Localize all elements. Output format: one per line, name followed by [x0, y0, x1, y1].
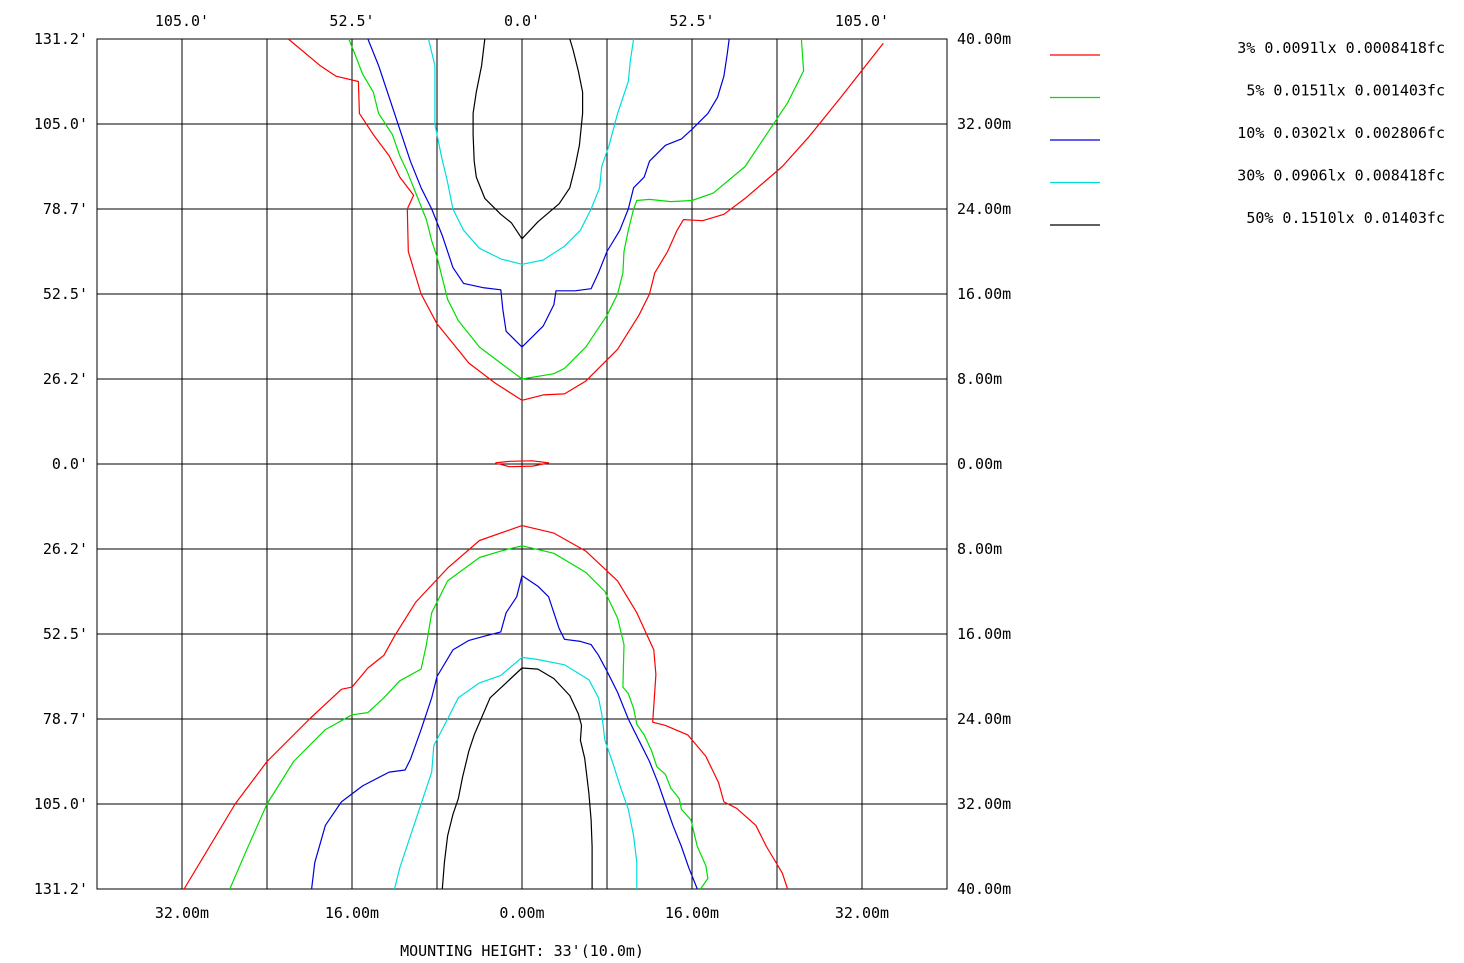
left-tick-label: 105.0' [34, 795, 88, 813]
contour-line-5 [441, 667, 593, 890]
right-tick-label: 16.00m [957, 625, 1011, 643]
left-tick-label: 131.2' [34, 30, 88, 48]
mounting-height-caption: MOUNTING HEIGHT: 33'(10.0m) [400, 942, 644, 960]
bottom-tick-label: 16.00m [665, 904, 719, 922]
right-tick-label: 0.00m [957, 455, 1002, 473]
contour-line-5 [472, 38, 584, 240]
right-tick-label: 8.00m [957, 540, 1002, 558]
top-tick-label: 52.5' [669, 12, 714, 30]
contour-line-4 [427, 38, 635, 265]
left-tick-label: 78.7' [43, 200, 88, 218]
left-tick-label: 26.2' [43, 540, 88, 558]
contour-line-1 [183, 525, 789, 890]
legend-label: 30% 0.0906lx 0.008418fc [1237, 167, 1445, 185]
grid [96, 38, 948, 890]
left-tick-label: 52.5' [43, 625, 88, 643]
left-tick-label: 0.0' [52, 455, 88, 473]
left-tick-label: 26.2' [43, 370, 88, 388]
top-tick-label: 105.0' [155, 12, 209, 30]
contours [183, 38, 884, 890]
axis-labels: 105.0' 52.5' 0.0' 52.5' 105.0' 32.00m 16.00m 0.… [34, 12, 1011, 922]
legend-label: 3% 0.0091lx 0.0008418fc [1237, 39, 1445, 57]
legend-label: 10% 0.0302lx 0.002806fc [1237, 124, 1445, 142]
legend: 3% 0.0091lx 0.0008418fc 5% 0.0151lx 0.001… [1050, 39, 1445, 227]
contour-line-2 [229, 545, 709, 890]
contour-line-1 [495, 460, 550, 468]
legend-label: 5% 0.0151lx 0.001403fc [1246, 82, 1445, 100]
contour-line-4 [393, 656, 638, 890]
legend-label: 50% 0.1510lx 0.01403fc [1246, 209, 1445, 227]
bottom-tick-label: 16.00m [325, 904, 379, 922]
left-tick-label: 52.5' [43, 285, 88, 303]
right-tick-label: 40.00m [957, 30, 1011, 48]
contour-line-1 [287, 38, 884, 401]
right-tick-label: 24.00m [957, 200, 1011, 218]
bottom-tick-label: 32.00m [155, 904, 209, 922]
left-tick-label: 105.0' [34, 115, 88, 133]
left-tick-label: 78.7' [43, 710, 88, 728]
left-tick-label: 131.2' [34, 880, 88, 898]
right-tick-label: 8.00m [957, 370, 1002, 388]
right-tick-label: 16.00m [957, 285, 1011, 303]
right-tick-label: 32.00m [957, 795, 1011, 813]
top-tick-label: 52.5' [329, 12, 374, 30]
top-tick-label: 105.0' [835, 12, 889, 30]
bottom-tick-label: 32.00m [835, 904, 889, 922]
top-tick-label: 0.0' [504, 12, 540, 30]
right-tick-label: 24.00m [957, 710, 1011, 728]
contour-line-3 [367, 38, 730, 348]
right-tick-label: 40.00m [957, 880, 1011, 898]
contour-line-3 [311, 575, 698, 890]
contour-line-2 [348, 38, 805, 380]
bottom-tick-label: 0.00m [499, 904, 544, 922]
right-tick-label: 32.00m [957, 115, 1011, 133]
